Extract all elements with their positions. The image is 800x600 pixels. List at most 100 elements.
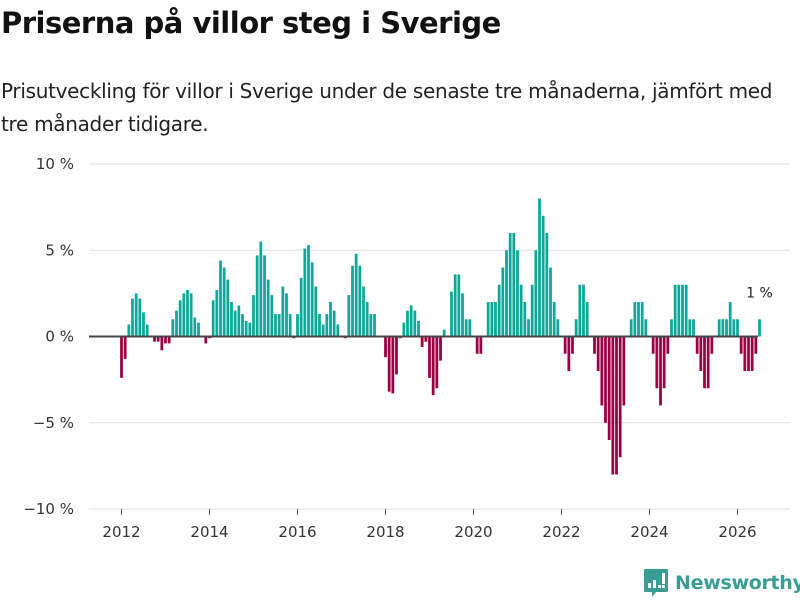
bar <box>688 319 692 337</box>
bar <box>556 319 560 337</box>
bar <box>318 314 321 337</box>
bar <box>692 319 695 337</box>
bar <box>160 336 164 351</box>
bar <box>167 336 171 344</box>
x-tick-label: 2022 <box>542 523 580 541</box>
bar <box>277 314 281 337</box>
bar <box>739 336 743 354</box>
bar <box>358 265 362 337</box>
bar <box>512 233 516 337</box>
bar <box>637 302 640 337</box>
bar <box>270 295 274 337</box>
x-tick-label: 2024 <box>630 523 668 541</box>
bar <box>479 336 483 354</box>
x-tick-label: 2026 <box>718 523 756 541</box>
bar <box>321 324 325 337</box>
bar <box>307 245 310 337</box>
bar <box>732 319 736 337</box>
bar <box>127 324 131 337</box>
bar <box>252 295 255 337</box>
bar <box>644 319 648 337</box>
y-tick-label: −10 % <box>23 500 74 518</box>
bar <box>329 302 332 337</box>
bar <box>420 336 424 347</box>
bar <box>497 284 501 337</box>
bar <box>640 302 644 337</box>
bar <box>706 336 710 389</box>
bar <box>189 293 193 337</box>
bar <box>230 302 233 337</box>
bar <box>530 284 534 337</box>
bar <box>123 336 127 359</box>
x-tick-label: 2016 <box>278 523 316 541</box>
bar <box>409 305 413 337</box>
bar <box>354 253 358 337</box>
bar <box>541 215 545 337</box>
bar <box>615 336 618 475</box>
bar <box>655 336 659 389</box>
bar <box>461 293 464 337</box>
bar <box>505 250 508 337</box>
bar <box>659 336 662 406</box>
bar <box>395 336 398 375</box>
bar <box>215 289 219 337</box>
bar <box>259 241 263 337</box>
bar <box>618 336 622 458</box>
bar <box>585 302 589 337</box>
bar <box>673 284 677 337</box>
bar <box>622 336 626 406</box>
bar <box>303 248 307 337</box>
y-axis-labels: 10 % 5 % 0 % −5 % −10 % <box>23 155 74 518</box>
bar <box>563 336 567 354</box>
bar <box>728 302 732 337</box>
bar <box>417 320 420 337</box>
bar <box>703 336 706 389</box>
bar <box>677 284 681 337</box>
bar <box>721 319 725 337</box>
bar <box>164 336 167 344</box>
bar <box>362 286 365 337</box>
bar <box>351 265 354 337</box>
bar <box>255 255 259 337</box>
y-tick-label: 10 % <box>36 155 74 173</box>
bar <box>332 310 336 337</box>
bar <box>406 310 409 337</box>
chart-title: Priserna på villor steg i Sverige <box>1 6 501 40</box>
bar <box>266 279 270 337</box>
bar <box>175 310 178 337</box>
y-tick-label: 5 % <box>45 241 74 259</box>
bar <box>387 336 391 392</box>
bar <box>299 277 303 337</box>
bar <box>600 336 604 406</box>
bar <box>369 314 373 337</box>
bar <box>219 260 222 337</box>
bar <box>552 302 556 337</box>
bar <box>670 319 673 337</box>
bar <box>717 319 721 337</box>
bar <box>120 336 123 378</box>
bar <box>428 336 431 378</box>
bar <box>138 298 142 337</box>
chart-subtitle: Prisutveckling för villor i Sverige unde… <box>1 79 773 136</box>
bar <box>545 233 549 337</box>
x-tick-label: 2014 <box>190 523 228 541</box>
bar <box>145 324 149 337</box>
y-tick-label: −5 % <box>33 414 74 432</box>
x-axis: 2012 2014 2016 2018 2020 2022 2024 2026 <box>102 509 757 541</box>
bar <box>197 322 200 337</box>
bar <box>296 314 299 337</box>
bar <box>171 319 175 337</box>
bar <box>593 336 596 354</box>
bar <box>142 312 145 337</box>
bars <box>120 198 761 475</box>
bar <box>549 267 552 337</box>
x-tick-label: 2020 <box>454 523 492 541</box>
bar <box>475 336 479 354</box>
bar <box>651 336 655 354</box>
bar <box>684 284 688 337</box>
bar <box>178 300 182 337</box>
bar <box>754 336 758 354</box>
x-tick-label: 2018 <box>366 523 404 541</box>
bar <box>604 336 607 423</box>
